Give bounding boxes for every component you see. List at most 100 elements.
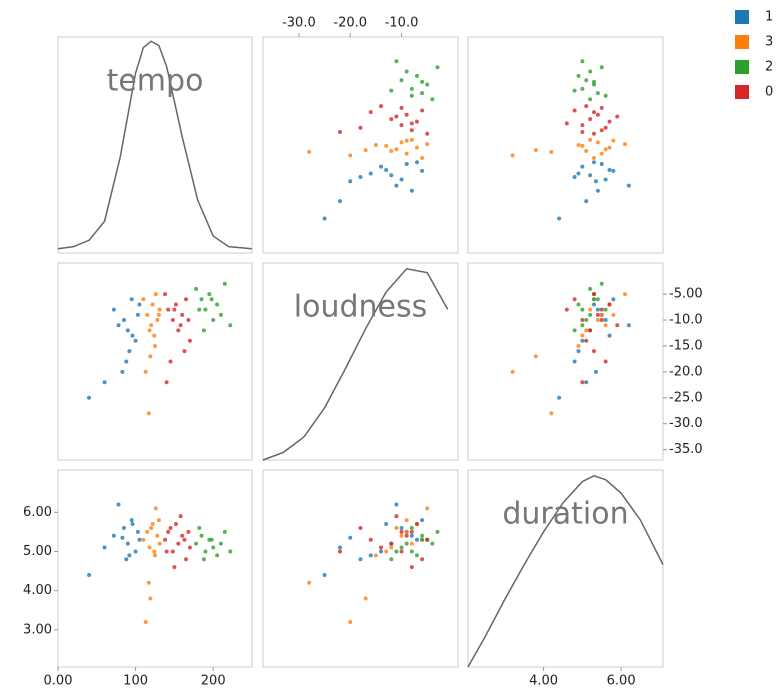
point <box>595 140 600 145</box>
point <box>420 79 425 84</box>
point <box>580 86 585 91</box>
point <box>607 119 612 124</box>
point <box>409 549 414 554</box>
point <box>182 349 187 354</box>
point <box>404 529 409 534</box>
point <box>595 91 600 96</box>
point <box>116 323 121 328</box>
point <box>129 518 134 523</box>
point <box>599 65 604 70</box>
point <box>510 153 515 158</box>
point <box>580 318 585 323</box>
point <box>394 183 399 188</box>
point <box>607 333 612 338</box>
point <box>425 506 430 511</box>
panel <box>262 36 459 254</box>
point <box>409 93 414 98</box>
point <box>133 338 138 343</box>
point <box>603 125 608 130</box>
point <box>580 123 585 128</box>
legend-label: 0 <box>765 85 773 100</box>
point <box>373 143 378 147</box>
point <box>572 174 577 179</box>
point <box>404 541 409 546</box>
point <box>307 580 312 585</box>
point <box>404 151 409 156</box>
point <box>399 545 404 550</box>
point <box>182 537 187 542</box>
point <box>549 411 554 416</box>
point <box>584 318 589 323</box>
point <box>580 333 585 338</box>
point <box>124 359 129 364</box>
point <box>389 88 394 93</box>
point <box>168 359 173 364</box>
point <box>593 179 598 184</box>
point <box>368 537 373 542</box>
point <box>368 110 373 115</box>
point <box>209 297 214 302</box>
point <box>152 333 157 338</box>
point <box>399 78 404 83</box>
point <box>593 369 598 374</box>
point <box>157 541 162 546</box>
point <box>207 292 212 297</box>
point <box>549 149 554 154</box>
point <box>425 131 430 136</box>
point <box>399 105 404 110</box>
point <box>389 541 394 546</box>
point <box>146 411 151 416</box>
point <box>373 553 378 558</box>
point <box>584 380 589 385</box>
point <box>379 545 384 550</box>
point <box>180 533 185 538</box>
point <box>409 565 414 570</box>
point <box>599 105 604 110</box>
y-tick-label: -5.00 <box>669 287 703 302</box>
point <box>124 557 129 562</box>
x-tick-label: 4.00 <box>529 674 558 689</box>
x-tick-label: -30.0 <box>282 16 316 31</box>
y-tick-label: -35.0 <box>669 442 703 457</box>
point <box>591 302 596 307</box>
point <box>409 188 414 193</box>
point <box>125 541 130 546</box>
point <box>588 69 593 74</box>
point <box>135 529 140 534</box>
point <box>595 297 600 302</box>
legend-label: 2 <box>765 60 773 75</box>
point <box>420 557 425 562</box>
point <box>399 549 404 554</box>
point <box>409 121 414 126</box>
point <box>194 286 199 291</box>
density-curve <box>57 40 253 250</box>
point <box>87 395 92 400</box>
point <box>603 318 608 323</box>
point <box>153 506 158 511</box>
legend-swatch <box>735 35 749 49</box>
point <box>152 549 157 554</box>
point <box>394 147 399 152</box>
point <box>420 533 425 538</box>
point <box>389 149 394 154</box>
point <box>384 522 389 527</box>
point <box>414 553 419 558</box>
point <box>599 151 604 156</box>
point <box>599 128 604 133</box>
point <box>584 338 589 343</box>
point <box>399 123 404 128</box>
panel <box>467 36 664 254</box>
point <box>173 522 178 527</box>
x-tick-label: -10.0 <box>385 16 419 31</box>
point <box>322 572 327 577</box>
point <box>588 137 593 142</box>
point <box>591 110 596 115</box>
point <box>588 286 593 291</box>
point <box>147 545 152 550</box>
point <box>409 529 414 534</box>
point <box>533 148 538 153</box>
point <box>348 179 353 184</box>
point <box>180 312 185 317</box>
point <box>358 525 363 530</box>
point <box>348 535 353 540</box>
